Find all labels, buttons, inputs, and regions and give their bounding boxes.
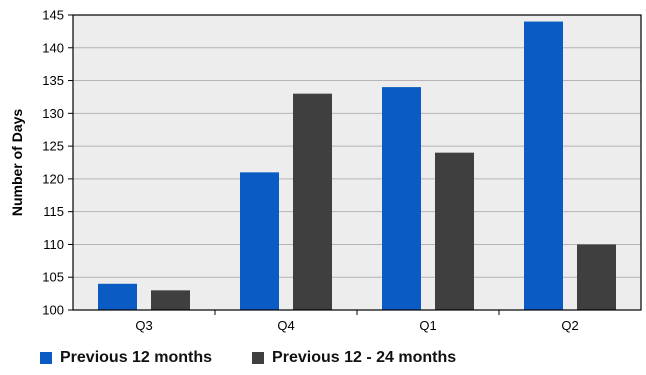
- bar-q4-series-1: [240, 172, 279, 310]
- legend-item-previous-12-months: Previous 12 months: [40, 349, 212, 367]
- legend-label-previous-12-24-months: Previous 12 - 24 months: [272, 349, 457, 366]
- x-tick-label-q3: Q3: [135, 318, 152, 333]
- y-tick-label-110: 110: [43, 237, 64, 252]
- y-tick-label-135: 135: [42, 73, 64, 88]
- bar-q2-series-1: [524, 21, 563, 311]
- legend-item-previous-12-24-months: Previous 12 - 24 months: [252, 349, 456, 367]
- y-tick-label-125: 125: [42, 139, 64, 154]
- y-tick-label-100: 100: [42, 303, 64, 318]
- y-axis-label: Number of Days: [9, 109, 25, 217]
- bar-q3-series-2: [151, 290, 190, 310]
- y-tick-label-145: 145: [42, 8, 64, 23]
- y-tick-label-115: 115: [43, 204, 64, 219]
- bar-q1-series-2: [435, 152, 474, 310]
- bar-q3-series-1: [98, 283, 137, 310]
- tick-labels: 100 105 110 115 120 125 130 135 140 145 Q3 Q4 Q1 Q2: [42, 8, 578, 334]
- legend-swatch-previous-12-months: [40, 352, 52, 364]
- y-tick-label-140: 140: [42, 40, 64, 55]
- y-tick-label-130: 130: [42, 106, 64, 121]
- y-tick-label-105: 105: [42, 270, 64, 285]
- x-tick-label-q1: Q1: [419, 318, 436, 333]
- y-tick-label-120: 120: [42, 171, 64, 186]
- bar-q1-series-1: [382, 87, 421, 310]
- legend-swatch-previous-12-24-months: [252, 352, 265, 364]
- legend: Previous 12 months Previous 12 - 24 mont…: [40, 346, 496, 370]
- bar-q2-series-2: [577, 244, 616, 310]
- x-tick-label-q4: Q4: [277, 318, 294, 333]
- axes: [68, 14, 642, 315]
- bars: [98, 21, 616, 311]
- legend-label-previous-12-months: Previous 12 months: [60, 349, 213, 366]
- bar-q4-series-2: [293, 93, 332, 311]
- x-tick-label-q2: Q2: [561, 318, 578, 333]
- plot-frame: [72, 14, 642, 311]
